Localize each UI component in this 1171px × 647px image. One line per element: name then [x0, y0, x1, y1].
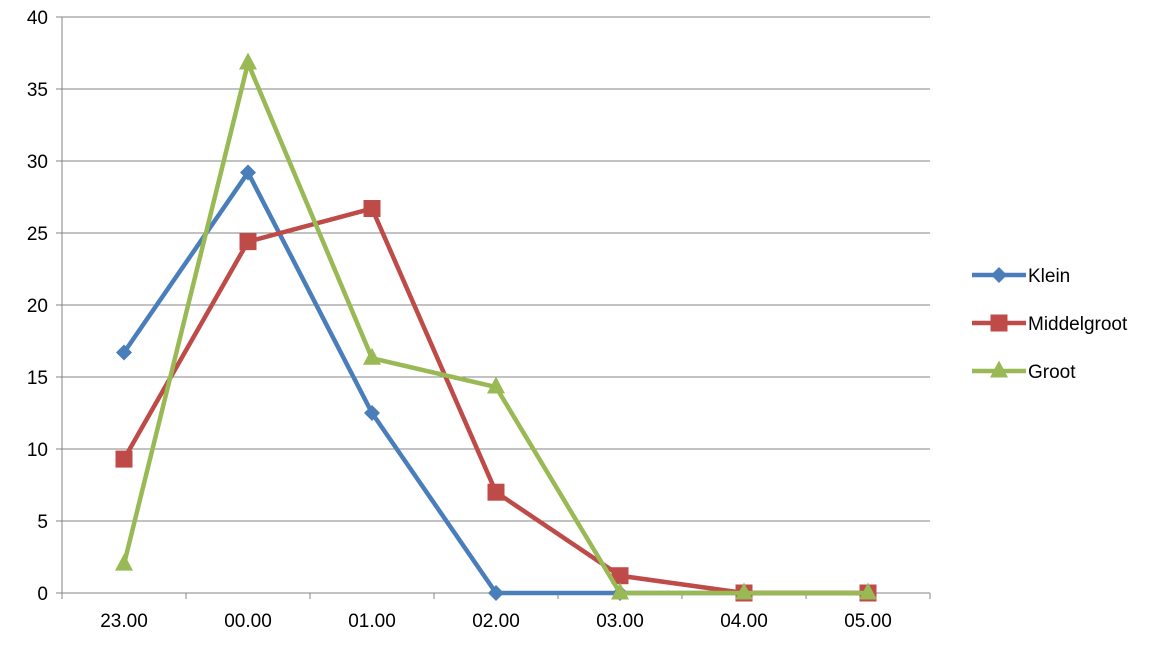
- data-point-middelgroot: [115, 450, 133, 468]
- data-point-middelgroot: [487, 483, 505, 501]
- y-tick-label: 25: [27, 224, 48, 245]
- data-point-groot: [859, 582, 877, 600]
- y-tick-label: 35: [27, 80, 48, 101]
- legend: Klein Middelgroot Groot: [972, 266, 1128, 383]
- data-point-groot: [487, 376, 505, 394]
- y-tick-label: 40: [27, 8, 48, 29]
- y-tick-label: 0: [37, 584, 48, 605]
- series-groot: [115, 52, 877, 600]
- legend-marker: [991, 267, 1007, 283]
- x-tick-label: 23.00: [100, 611, 148, 632]
- legend-item-groot: Groot: [972, 360, 1076, 383]
- data-point-klein: [488, 585, 504, 601]
- x-tick-label: 02.00: [472, 611, 520, 632]
- data-point-klein: [240, 164, 256, 181]
- x-tick-label: 03.00: [596, 611, 644, 632]
- legend-item-klein: Klein: [972, 266, 1070, 287]
- y-tick-label: 10: [27, 440, 48, 461]
- x-tick-label: 05.00: [844, 611, 892, 632]
- legend-marker: [990, 360, 1008, 378]
- y-tick-label: 30: [27, 152, 48, 173]
- legend-label: Groot: [1028, 362, 1076, 383]
- x-tick-label: 01.00: [348, 611, 396, 632]
- data-point-groot: [735, 582, 753, 600]
- data-point-middelgroot: [239, 233, 257, 251]
- data-point-groot: [115, 553, 133, 571]
- data-point-groot: [611, 582, 629, 600]
- series-middelgroot: [115, 200, 877, 602]
- data-point-groot: [239, 52, 257, 70]
- y-tick-label: 5: [37, 512, 48, 533]
- y-tick-label: 20: [27, 296, 48, 317]
- axes: 0 5 10 15 20 25 30 35 40 23.00 00.00 01.00 02.00 03.0…: [27, 8, 931, 632]
- legend-marker: [990, 314, 1008, 332]
- legend-label: Klein: [1028, 266, 1070, 287]
- data-point-middelgroot: [363, 200, 381, 218]
- series-line-middelgroot: [121, 206, 871, 596]
- data-point-klein: [116, 344, 132, 361]
- gridlines: [62, 16, 930, 522]
- legend-label: Middelgroot: [1028, 314, 1128, 335]
- data-point-klein: [364, 405, 380, 421]
- x-tick-label: 00.00: [224, 611, 272, 632]
- x-tick-label: 04.00: [720, 611, 768, 632]
- y-tick-label: 15: [27, 368, 48, 389]
- series-line-groot: [121, 60, 871, 596]
- series-layer: [115, 52, 877, 602]
- data-point-groot: [363, 347, 381, 365]
- legend-item-middelgroot: Middelgroot: [972, 314, 1128, 335]
- data-point-middelgroot: [611, 567, 629, 585]
